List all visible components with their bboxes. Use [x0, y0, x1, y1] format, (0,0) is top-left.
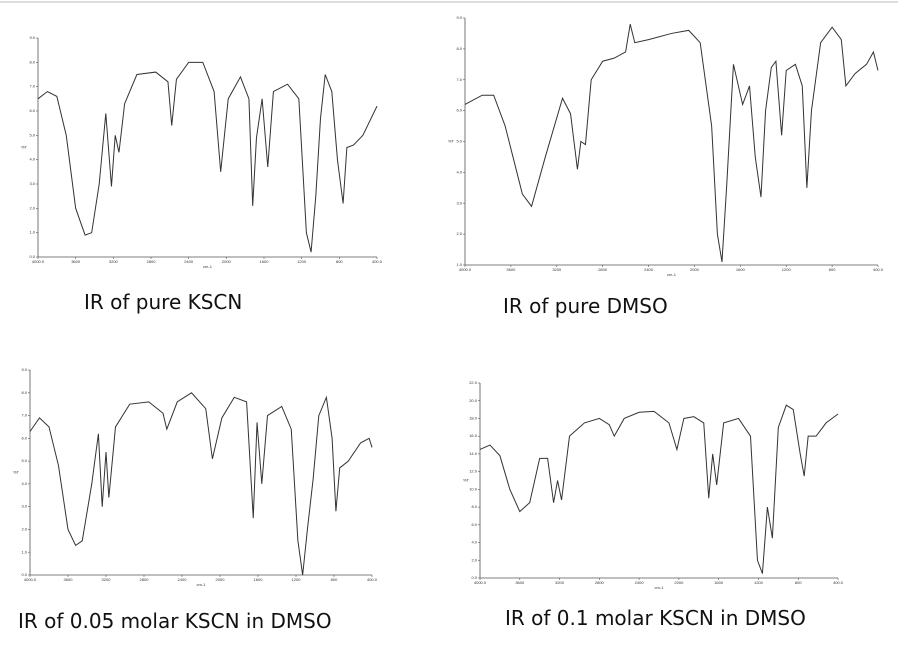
x-axis-label: cm-1	[667, 272, 677, 277]
x-tick-label: 400.0	[372, 259, 383, 264]
x-tick-label: 3200	[109, 259, 119, 264]
y-axis-label: %T	[463, 478, 470, 483]
x-tick-label: 800	[829, 267, 836, 272]
y-tick-label: 6.0	[456, 108, 462, 113]
x-tick-label: 4000.0	[474, 580, 487, 585]
x-tick-label: 1200	[292, 577, 302, 582]
y-axis-label: %T	[21, 145, 28, 150]
y-tick-label: 9.0	[21, 367, 27, 372]
x-tick-label: 1600	[260, 259, 270, 264]
y-tick-label: 7.0	[29, 84, 35, 89]
caption: IR of pure DMSO	[503, 294, 668, 318]
y-tick-label: 4.0	[29, 157, 35, 162]
x-tick-label: 2800	[595, 580, 605, 585]
y-tick-label: 2.0	[29, 205, 35, 210]
y-tick-label: 2.0	[471, 557, 477, 562]
x-tick-label: 2400	[178, 577, 188, 582]
x-tick-label: 800	[795, 580, 802, 585]
y-tick-label: 8.0	[21, 390, 27, 395]
y-tick-label: 8.0	[456, 46, 462, 51]
y-tick-label: 4.0	[21, 481, 27, 486]
y-tick-label: 0.0	[471, 575, 477, 580]
y-tick-label: 4.0	[471, 540, 477, 545]
x-tick-label: 2000	[674, 580, 684, 585]
caption: IR of pure KSCN	[84, 290, 243, 314]
y-tick-label: 5.0	[21, 458, 27, 463]
x-tick-label: 2800	[140, 577, 150, 582]
y-tick-label: 16.0	[469, 433, 478, 438]
spectrum-line	[37, 61, 378, 253]
y-tick-label: 1.0	[29, 230, 35, 235]
x-tick-label: 2400	[635, 580, 645, 585]
y-tick-label: 8.0	[29, 59, 35, 64]
x-tick-label: 4000.0	[32, 259, 45, 264]
x-tick-label: 1200	[297, 259, 307, 264]
y-tick-label: 7.0	[21, 413, 27, 418]
y-tick-label: 6.0	[21, 435, 27, 440]
y-tick-label: 0.0	[29, 254, 35, 259]
x-tick-label: 400.0	[873, 267, 884, 272]
x-tick-label: 3200	[555, 580, 565, 585]
y-tick-label: 6.0	[29, 108, 35, 113]
x-tick-label: 4000.0	[24, 577, 37, 582]
y-tick-label: 5.0	[29, 132, 35, 137]
x-tick-label: 400.0	[833, 580, 844, 585]
x-tick-label: 800	[331, 577, 338, 582]
x-tick-label: 2800	[147, 259, 157, 264]
x-tick-label: 3600	[64, 577, 74, 582]
y-tick-label: 0.0	[21, 572, 27, 577]
y-tick-label: 2.0	[456, 231, 462, 236]
x-tick-label: 1600	[714, 580, 724, 585]
spectrum-line	[29, 392, 373, 576]
x-tick-label: 2800	[598, 267, 608, 272]
x-axis-label: cm-1	[203, 264, 213, 269]
y-tick-label: 3.0	[29, 181, 35, 186]
y-tick-label: 3.0	[456, 200, 462, 205]
x-tick-label: 4000.0	[459, 267, 472, 272]
x-tick-label: 2000	[222, 259, 232, 264]
y-tick-label: 14.0	[469, 451, 478, 456]
x-tick-label: 3600	[515, 580, 525, 585]
x-tick-label: 2000	[690, 267, 700, 272]
caption: IR of 0.1 molar KSCN in DMSO	[505, 606, 806, 630]
x-tick-label: 400.0	[367, 577, 378, 582]
spectrum-line	[479, 404, 839, 574]
x-tick-label: 2000	[216, 577, 226, 582]
x-tick-label: 2400	[644, 267, 654, 272]
y-tick-label: 4.0	[456, 169, 462, 174]
x-tick-label: 3600	[71, 259, 81, 264]
x-tick-label: 1200	[782, 267, 792, 272]
x-axis-label: cm-1	[655, 585, 665, 590]
y-tick-label: 5.0	[456, 139, 462, 144]
y-axis-label: %T	[13, 470, 20, 475]
y-tick-label: 1.0	[21, 549, 27, 554]
y-tick-label: 7.0	[456, 77, 462, 82]
y-axis-label: %T	[448, 139, 455, 144]
y-tick-label: 9.0	[456, 15, 462, 20]
spectrum-line	[464, 24, 879, 262]
y-tick-label: 22.0	[469, 380, 478, 385]
x-axis-label: cm-1	[197, 582, 207, 587]
x-tick-label: 2400	[184, 259, 194, 264]
y-tick-label: 18.0	[469, 416, 478, 421]
y-tick-label: 8.0	[471, 504, 477, 509]
y-tick-label: 10.0	[469, 486, 478, 491]
x-tick-label: 3200	[102, 577, 112, 582]
y-tick-label: 6.0	[471, 522, 477, 527]
x-tick-label: 3600	[506, 267, 516, 272]
y-tick-label: 1.0	[456, 262, 462, 267]
x-tick-label: 800	[336, 259, 343, 264]
y-tick-label: 2.0	[21, 527, 27, 532]
caption: IR of 0.05 molar KSCN in DMSO	[18, 609, 332, 633]
y-tick-label: 3.0	[21, 504, 27, 509]
x-tick-label: 3200	[552, 267, 562, 272]
x-tick-label: 1600	[254, 577, 264, 582]
x-tick-label: 1200	[754, 580, 764, 585]
x-tick-label: 1600	[736, 267, 746, 272]
y-tick-label: 9.0	[29, 35, 35, 40]
y-tick-label: 20.0	[469, 398, 478, 403]
y-tick-label: 12.0	[469, 469, 478, 474]
